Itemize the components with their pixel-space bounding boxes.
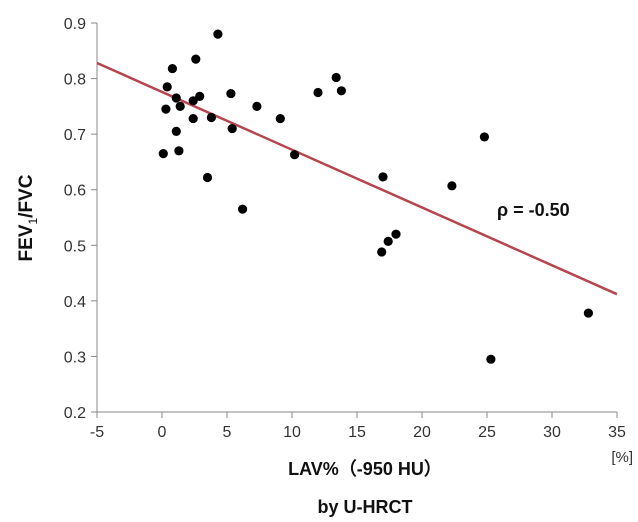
data-point bbox=[290, 150, 300, 160]
data-point bbox=[252, 101, 262, 111]
y-tick-label: 0.4 bbox=[64, 294, 86, 311]
data-point bbox=[202, 172, 213, 183]
data-point bbox=[161, 104, 171, 114]
data-point bbox=[227, 123, 237, 134]
data-point bbox=[226, 88, 236, 99]
data-point bbox=[174, 146, 184, 156]
data-point bbox=[336, 86, 346, 96]
x-tick-label: 20 bbox=[413, 424, 431, 441]
correlation-annotation: ρ = -0.50 bbox=[497, 200, 570, 220]
data-point bbox=[238, 204, 248, 214]
data-point bbox=[206, 112, 216, 123]
x-axis-sublabel: by U-HRCT bbox=[318, 497, 413, 517]
regression-line bbox=[96, 61, 618, 296]
data-point bbox=[377, 247, 387, 257]
data-point bbox=[175, 101, 185, 111]
y-tick-label: 0.3 bbox=[64, 349, 86, 366]
y-axis-ticks: 0.2 0.3 0.4 0.5 0.6 0.7 0.8 0.9 bbox=[64, 16, 97, 422]
data-point bbox=[391, 229, 401, 239]
data-point bbox=[378, 172, 388, 182]
data-point bbox=[188, 113, 198, 124]
data-point bbox=[331, 72, 341, 83]
data-point bbox=[191, 54, 201, 64]
y-tick-label: 0.9 bbox=[64, 16, 86, 33]
x-axis-ticks: -5 0 5 10 15 20 25 30 35 bbox=[90, 412, 626, 441]
data-point bbox=[158, 148, 168, 159]
data-point bbox=[313, 87, 323, 98]
data-point bbox=[167, 63, 177, 74]
x-tick-label: 5 bbox=[223, 424, 232, 441]
x-axis-label: LAV%（-950 HU） bbox=[288, 459, 442, 479]
data-point bbox=[447, 181, 457, 191]
data-point bbox=[162, 82, 172, 92]
data-point bbox=[213, 29, 223, 39]
data-point bbox=[383, 236, 393, 246]
data-point bbox=[188, 96, 198, 106]
data-points bbox=[158, 29, 594, 364]
x-tick-label: 15 bbox=[348, 424, 366, 441]
x-tick-label: 0 bbox=[158, 424, 167, 441]
data-point bbox=[275, 113, 285, 124]
x-axis-unit: [%] bbox=[611, 449, 633, 466]
y-tick-label: 0.2 bbox=[64, 405, 86, 422]
x-tick-label: 35 bbox=[608, 424, 626, 441]
y-tick-label: 0.6 bbox=[64, 183, 86, 200]
x-tick-label: 25 bbox=[478, 424, 496, 441]
x-tick-label: 10 bbox=[283, 424, 301, 441]
x-tick-label: 30 bbox=[543, 424, 561, 441]
data-point bbox=[195, 91, 205, 101]
data-point bbox=[479, 132, 489, 142]
data-point bbox=[171, 126, 181, 136]
y-axis-label: FEV1/FVC bbox=[16, 174, 40, 261]
y-tick-label: 0.7 bbox=[64, 127, 86, 144]
data-point bbox=[583, 308, 594, 318]
x-tick-label: -5 bbox=[90, 424, 104, 441]
y-tick-label: 0.8 bbox=[64, 72, 86, 89]
y-tick-label: 0.5 bbox=[64, 238, 86, 255]
data-point bbox=[171, 93, 181, 103]
data-point bbox=[486, 354, 496, 364]
